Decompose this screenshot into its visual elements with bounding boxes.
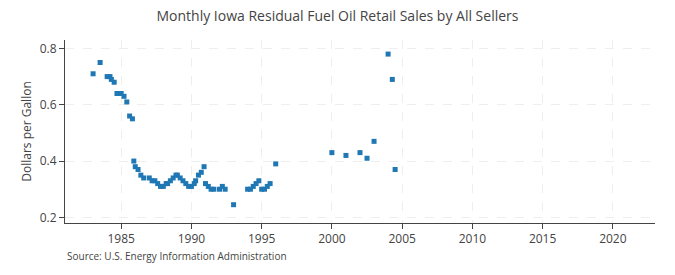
- svg-text:0.6: 0.6: [40, 96, 57, 113]
- svg-text:2015: 2015: [529, 230, 557, 247]
- svg-text:0.2: 0.2: [40, 209, 57, 226]
- svg-text:Dollars per Gallon: Dollars per Gallon: [18, 81, 35, 182]
- svg-text:Monthly Iowa Residual Fuel Oil: Monthly Iowa Residual Fuel Oil Retail Sa…: [157, 6, 519, 25]
- svg-text:2020: 2020: [599, 230, 627, 247]
- svg-text:2010: 2010: [459, 230, 487, 247]
- svg-text:0.8: 0.8: [40, 40, 57, 57]
- svg-text:Source: U.S. Energy Informatio: Source: U.S. Energy Information Administ…: [67, 249, 287, 263]
- svg-text:1990: 1990: [178, 230, 206, 247]
- svg-text:0.4: 0.4: [40, 152, 57, 169]
- svg-text:1985: 1985: [107, 230, 135, 247]
- svg-text:2000: 2000: [318, 230, 346, 247]
- svg-text:1995: 1995: [248, 230, 276, 247]
- svg-text:2005: 2005: [388, 230, 416, 247]
